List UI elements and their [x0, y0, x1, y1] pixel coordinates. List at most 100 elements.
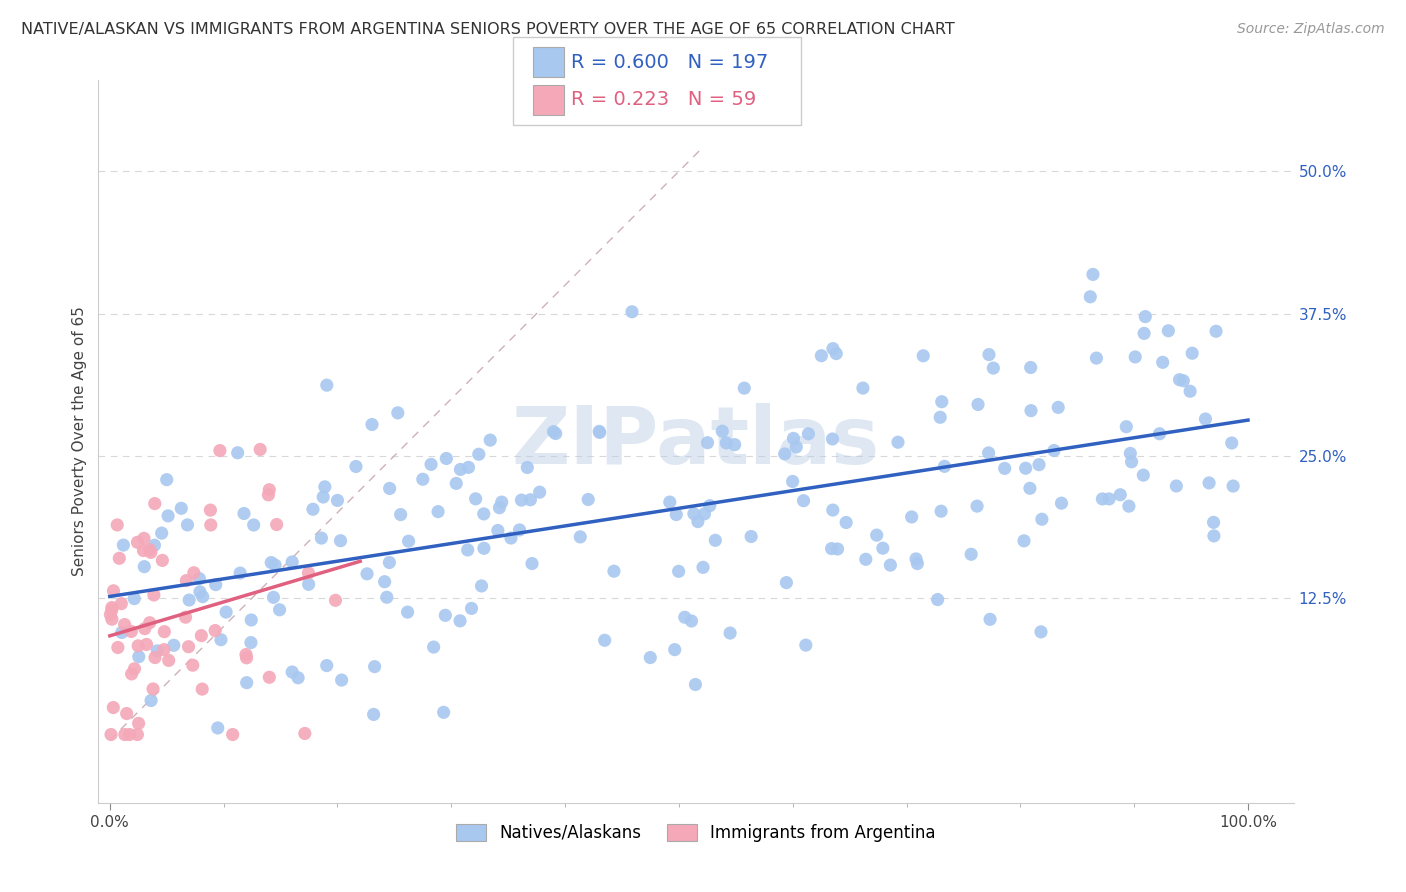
- Point: [966, 499, 988, 513]
- Point: [879, 558, 901, 573]
- Point: [157, 508, 180, 523]
- Point: [121, 667, 143, 681]
- Point: [1133, 326, 1156, 341]
- Point: [120, 624, 142, 639]
- Point: [329, 533, 352, 548]
- Point: [460, 601, 482, 615]
- Point: [226, 446, 249, 460]
- Point: [470, 579, 492, 593]
- Point: [139, 545, 162, 559]
- Point: [472, 541, 495, 556]
- Point: [1078, 290, 1101, 304]
- Point: [287, 671, 309, 685]
- Point: [153, 624, 176, 639]
- Point: [740, 529, 762, 543]
- Point: [1014, 461, 1036, 475]
- Point: [294, 726, 316, 740]
- Point: [188, 584, 211, 599]
- Point: [200, 503, 222, 517]
- Point: [1178, 384, 1201, 399]
- Point: [1166, 479, 1188, 493]
- Point: [519, 492, 541, 507]
- Point: [529, 485, 551, 500]
- Legend: Natives/Alaskans, Immigrants from Argentina: Natives/Alaskans, Immigrants from Argent…: [450, 817, 942, 848]
- Point: [620, 305, 643, 319]
- Point: [1202, 516, 1225, 530]
- Point: [315, 658, 337, 673]
- Point: [326, 493, 349, 508]
- Point: [934, 459, 956, 474]
- Point: [132, 543, 155, 558]
- Text: NATIVE/ALASKAN VS IMMIGRANTS FROM ARGENTINA SENIORS POVERTY OVER THE AGE OF 65 C: NATIVE/ALASKAN VS IMMIGRANTS FROM ARGENT…: [21, 22, 955, 37]
- Point: [190, 629, 212, 643]
- Point: [1081, 268, 1104, 282]
- Point: [259, 483, 281, 497]
- Point: [264, 558, 287, 573]
- Point: [904, 552, 927, 566]
- Point: [516, 460, 538, 475]
- Point: [378, 482, 401, 496]
- Point: [105, 517, 128, 532]
- Point: [576, 492, 599, 507]
- Point: [311, 531, 333, 545]
- Point: [821, 432, 844, 446]
- Text: R = 0.600   N = 197: R = 0.600 N = 197: [571, 53, 768, 71]
- Point: [683, 507, 706, 521]
- Point: [1181, 346, 1204, 360]
- Point: [127, 639, 149, 653]
- Point: [235, 648, 257, 662]
- Point: [114, 727, 136, 741]
- Point: [134, 622, 156, 636]
- Point: [239, 635, 262, 649]
- Point: [150, 526, 173, 541]
- Point: [183, 566, 205, 580]
- Point: [569, 530, 592, 544]
- Point: [188, 572, 211, 586]
- Point: [782, 431, 804, 445]
- Point: [905, 557, 928, 571]
- Point: [1118, 499, 1140, 513]
- Point: [221, 727, 243, 741]
- Point: [977, 446, 1000, 460]
- Point: [1205, 324, 1227, 338]
- Point: [640, 650, 662, 665]
- Point: [589, 425, 612, 440]
- Point: [156, 473, 179, 487]
- Point: [665, 508, 688, 522]
- Point: [718, 626, 741, 640]
- Point: [1109, 488, 1132, 502]
- Point: [543, 425, 565, 439]
- Point: [266, 517, 288, 532]
- Point: [312, 490, 335, 504]
- Point: [361, 417, 384, 432]
- Point: [128, 649, 150, 664]
- Point: [114, 617, 136, 632]
- Point: [593, 633, 616, 648]
- Point: [979, 612, 1001, 626]
- Point: [174, 610, 197, 624]
- Point: [1194, 412, 1216, 426]
- Point: [472, 507, 495, 521]
- Point: [491, 495, 513, 509]
- Point: [124, 662, 146, 676]
- Point: [1198, 475, 1220, 490]
- Point: [1050, 496, 1073, 510]
- Point: [204, 577, 226, 591]
- Point: [716, 436, 738, 450]
- Point: [1121, 455, 1143, 469]
- Point: [142, 681, 165, 696]
- Point: [704, 533, 727, 548]
- Point: [1132, 468, 1154, 483]
- Point: [793, 493, 815, 508]
- Point: [967, 397, 990, 411]
- Point: [1202, 529, 1225, 543]
- Point: [263, 591, 285, 605]
- Point: [821, 342, 844, 356]
- Point: [981, 361, 1004, 376]
- Point: [977, 348, 1000, 362]
- Point: [134, 559, 156, 574]
- Point: [363, 707, 385, 722]
- Point: [664, 642, 686, 657]
- Point: [100, 727, 122, 741]
- Point: [1119, 446, 1142, 460]
